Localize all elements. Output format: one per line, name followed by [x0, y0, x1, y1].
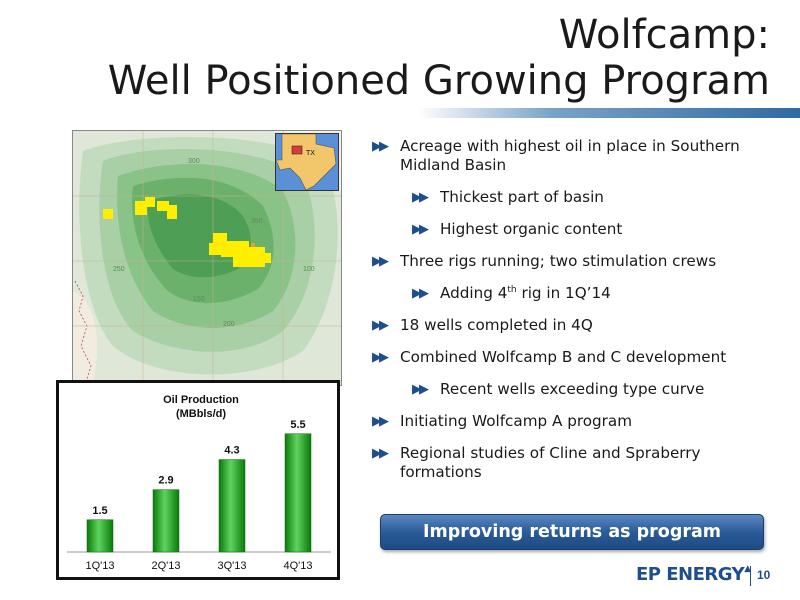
data-label-2: 4.3: [224, 445, 239, 457]
bullet-item: ▶▶ Three rigs running; two stimulation cr…: [372, 252, 782, 271]
bullet-text: 18 wells completed in 4Q: [400, 316, 593, 334]
texas-outline-icon: [276, 134, 337, 190]
bullet-text: Highest organic content: [440, 220, 623, 238]
bar-0: [86, 519, 114, 553]
bar-1: [152, 489, 180, 553]
bullet-text: Thickest part of basin: [440, 188, 604, 206]
chart-subtitle: (MBbls/d): [176, 408, 226, 420]
contour-label: 250: [113, 266, 125, 273]
title-line-1: Wolfcamp:: [558, 12, 770, 58]
improving-returns-banner: Improving returns as program matures: [380, 514, 764, 576]
x-tick-label-1: 2Q'13: [151, 560, 180, 572]
bullet-arrow-icon: ▶▶: [412, 382, 429, 397]
bullet-text: Adding 4th rig in 1Q’14: [440, 284, 611, 302]
bullet-arrow-icon: ▶▶: [372, 254, 389, 269]
oil-production-chart: Oil Production (MBbls/d) 1.5 1Q'13 2.9 2Q'1…: [56, 380, 340, 580]
sub-bullet-item: ▶▶ Thickest part of basin: [372, 188, 782, 207]
bullet-arrow-icon: ▶▶: [372, 414, 389, 429]
chart-title: Oil Production: [163, 394, 239, 406]
page-number: 10: [757, 568, 771, 582]
contour-label: 150: [193, 296, 205, 303]
basin-map: 300 250 150 200 100 350 TX: [72, 130, 342, 386]
logo-text: EP ENERGY: [636, 564, 745, 585]
ep-energy-logo: EP ENERGY▲: [636, 564, 751, 586]
sub-bullet-item: ▶▶ Highest organic content: [372, 220, 782, 239]
data-label-0: 1.5: [92, 505, 107, 517]
contour-label: 350: [251, 218, 263, 225]
inset-label: TX: [306, 150, 315, 157]
bullet-arrow-icon: ▶▶: [372, 139, 389, 154]
sub-bullet-item: ▶▶ Adding 4th rig in 1Q’14: [372, 284, 782, 303]
data-label-3: 5.5: [290, 419, 305, 431]
bullet-arrow-icon: ▶▶: [372, 318, 389, 333]
sub-bullet-item: ▶▶ Recent wells exceeding type curve: [372, 380, 782, 399]
x-tick-label-2: 3Q'13: [217, 560, 246, 572]
bullet-text: Regional studies of Cline and Spraberry …: [400, 444, 701, 481]
contour-label: 100: [303, 266, 315, 273]
bullet-arrow-icon: ▶▶: [372, 446, 389, 461]
contour-label: 200: [223, 321, 235, 328]
logo-triangle-icon: ▲: [744, 564, 751, 574]
contour-label: 300: [188, 158, 200, 165]
bullet-item: ▶▶ 18 wells completed in 4Q: [372, 316, 782, 335]
bullet-item: ▶▶ Initiating Wolfcamp A program: [372, 412, 782, 431]
bullet-arrow-icon: ▶▶: [412, 190, 429, 205]
title-line-2: Well Positioned Growing Program: [107, 58, 770, 104]
data-label-1: 2.9: [158, 475, 173, 487]
bullet-list: ▶▶ Acreage with highest oil in place in S…: [372, 137, 782, 482]
bullet-text: Combined Wolfcamp B and C development: [400, 348, 727, 366]
x-tick-label-3: 4Q'13: [283, 560, 312, 572]
title-accent-bar: [418, 108, 800, 118]
bar-3: [284, 433, 312, 553]
x-tick-label-0: 1Q'13: [85, 560, 114, 572]
bullet-arrow-icon: ▶▶: [412, 222, 429, 237]
bar-chart: Oil Production (MBbls/d) 1.5 1Q'13 2.9 2Q'1…: [67, 394, 331, 572]
bullet-text: Initiating Wolfcamp A program: [400, 412, 633, 430]
slide-title: Wolfcamp: Well Positioned Growing Progra…: [108, 12, 770, 104]
bullet-arrow-icon: ▶▶: [412, 286, 429, 301]
bullet-arrow-icon: ▶▶: [372, 350, 389, 365]
texas-inset-map: TX: [275, 133, 339, 191]
bullet-text: Acreage with highest oil in place in Sou…: [400, 137, 740, 174]
bar-2: [218, 459, 246, 553]
bullet-item: ▶▶ Regional studies of Cline and Spraberr…: [372, 444, 782, 482]
bullet-item: ▶▶ Acreage with highest oil in place in S…: [372, 137, 782, 175]
bullet-item: ▶▶ Combined Wolfcamp B and C development: [372, 348, 782, 367]
footer-divider: [750, 566, 751, 586]
bullet-text: Three rigs running; two stimulation crew…: [400, 252, 717, 270]
bullet-text: Recent wells exceeding type curve: [440, 380, 705, 398]
